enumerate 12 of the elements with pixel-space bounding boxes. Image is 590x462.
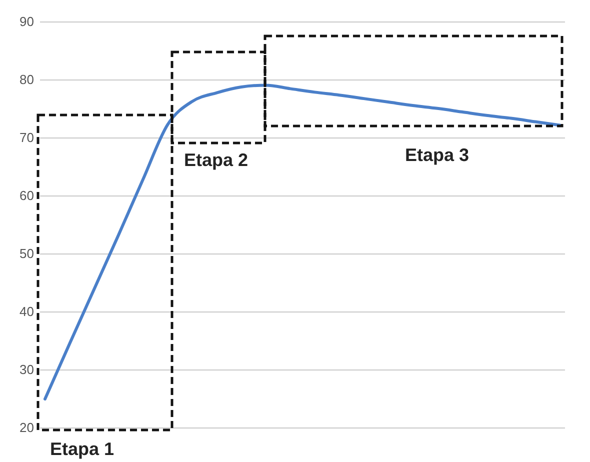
- line-series: [44, 84, 562, 400]
- annotation: Etapa 2: [184, 150, 248, 170]
- y-tick-label: 60: [20, 188, 34, 204]
- y-tick-label: 20: [20, 420, 34, 436]
- y-tick-label: 50: [20, 246, 34, 262]
- y-tick-label: 70: [20, 130, 34, 146]
- text: Etapa 1: [50, 439, 114, 459]
- y-tick-label: 90: [20, 14, 34, 30]
- y-tick-label: 80: [20, 72, 34, 88]
- y-tick-label: 40: [20, 304, 34, 320]
- y-tick-label: 30: [20, 362, 34, 378]
- annotation: Etapa 3: [405, 145, 470, 165]
